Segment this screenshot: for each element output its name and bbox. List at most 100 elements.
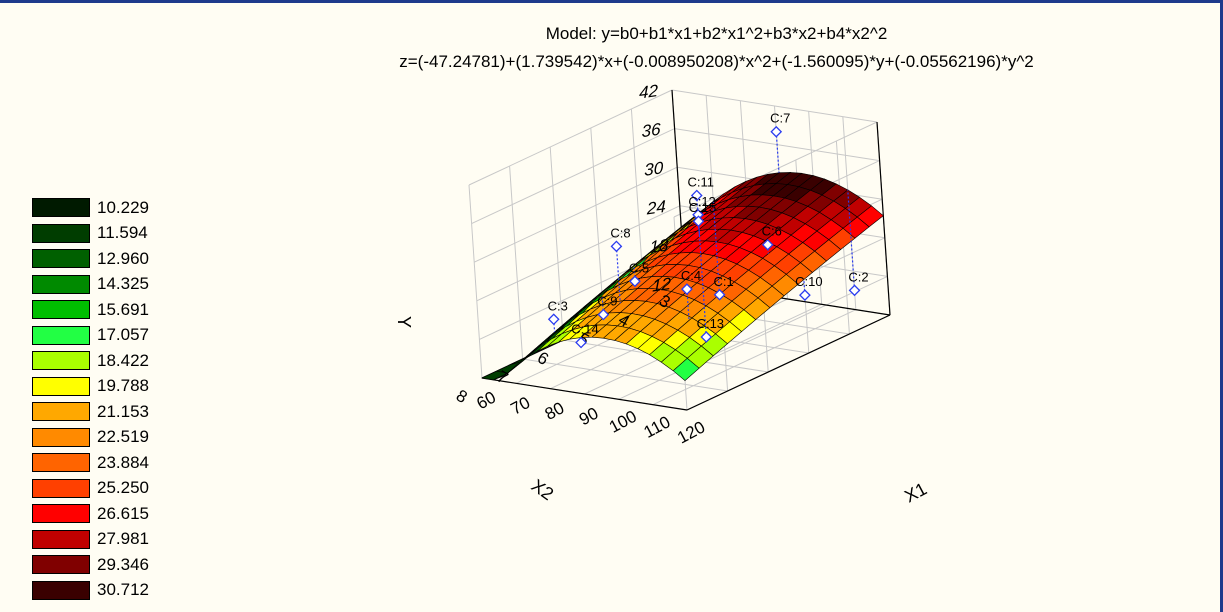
left-wall-gridline bbox=[468, 89, 673, 186]
left-wall-gridline bbox=[476, 205, 681, 302]
legend-label: 26.615 bbox=[97, 503, 149, 523]
legend-label: 19.788 bbox=[97, 376, 149, 396]
point-marker bbox=[690, 189, 703, 202]
legend-swatch bbox=[32, 249, 90, 269]
legend-item: 15.691 bbox=[32, 297, 149, 323]
point-marker bbox=[799, 289, 811, 301]
point-marker bbox=[681, 283, 693, 296]
legend-swatch bbox=[32, 402, 90, 422]
legend-swatch bbox=[32, 453, 90, 473]
x-tick-label: 120 bbox=[674, 417, 708, 447]
point-label: C:9 bbox=[597, 294, 617, 309]
residual-line bbox=[698, 236, 707, 338]
box-edge bbox=[876, 121, 891, 316]
point-label: C:13 bbox=[697, 316, 724, 331]
z-tick-label: 24 bbox=[646, 197, 666, 219]
residual-line bbox=[803, 279, 806, 296]
legend-swatch bbox=[32, 555, 90, 575]
legend-swatch bbox=[32, 223, 90, 243]
y-tick-label: 7 bbox=[493, 367, 511, 388]
legend-item: 25.250 bbox=[32, 476, 149, 502]
residual-line bbox=[697, 221, 701, 237]
chart-title: Model: y=b0+b1*x1+b2*x1^2+b3*x2+b4*x2^2 bbox=[545, 24, 888, 43]
point-marker bbox=[692, 208, 704, 221]
point-marker bbox=[761, 238, 774, 251]
legend-label: 25.250 bbox=[97, 478, 149, 498]
frame-top-border bbox=[0, 0, 1223, 3]
z-tick-label: 36 bbox=[642, 120, 661, 142]
point-label: C:4 bbox=[681, 268, 701, 283]
legend-label: 11.594 bbox=[97, 223, 148, 243]
left-wall-gridline bbox=[473, 166, 678, 263]
legend-label: 15.691 bbox=[97, 299, 149, 319]
point-label: C:14 bbox=[571, 322, 598, 337]
legend-item: 27.981 bbox=[32, 527, 149, 553]
point-marker bbox=[713, 288, 726, 301]
legend-swatch bbox=[32, 427, 90, 447]
legend-swatch bbox=[32, 198, 90, 218]
floor-gridline bbox=[652, 309, 857, 406]
residual-line bbox=[712, 201, 721, 295]
observed-points: C:1 C:2C:3C:4C:5C:6C:7C:8C:9C:10C:11C:12C… bbox=[547, 111, 869, 349]
point-marker bbox=[629, 275, 641, 288]
point-label: C:10 bbox=[795, 274, 822, 289]
legend-label: 17.057 bbox=[97, 325, 149, 345]
legend-swatch bbox=[32, 478, 90, 498]
legend-label: 18.422 bbox=[97, 350, 149, 370]
x-tick-label: 110 bbox=[641, 412, 674, 442]
point-marker bbox=[597, 308, 610, 321]
point-label: C:7 bbox=[770, 111, 790, 126]
point-label: C:8 bbox=[610, 225, 630, 240]
point-label: C:5 bbox=[629, 260, 649, 275]
z-axis-title: Y bbox=[394, 316, 414, 328]
y-tick-label: 8 bbox=[453, 386, 471, 407]
legend-item: 22.519 bbox=[32, 425, 149, 451]
side-wall-gridline bbox=[673, 121, 878, 218]
box-edge bbox=[686, 314, 891, 411]
point-marker bbox=[848, 284, 861, 297]
x-tick-label: 60 bbox=[473, 388, 499, 414]
legend-label: 27.981 bbox=[97, 529, 149, 549]
legend-label: 12.960 bbox=[97, 248, 149, 268]
frame-right-border bbox=[1220, 0, 1223, 612]
legend-item: 14.325 bbox=[32, 272, 149, 298]
legend-swatch bbox=[32, 504, 90, 524]
legend-label: 22.519 bbox=[97, 427, 149, 447]
legend-label: 30.712 bbox=[97, 580, 149, 600]
legend-label: 23.884 bbox=[97, 452, 149, 472]
x-tick-label: 90 bbox=[576, 404, 602, 430]
legend-swatch bbox=[32, 580, 90, 600]
x-tick-label: 80 bbox=[542, 398, 568, 424]
point-marker bbox=[770, 125, 783, 138]
legend-item: 18.422 bbox=[32, 348, 149, 374]
legend-item: 12.960 bbox=[32, 246, 149, 272]
legend-swatch bbox=[32, 351, 90, 371]
legend-swatch bbox=[32, 325, 90, 345]
legend-item: 23.884 bbox=[32, 450, 149, 476]
z-tick-label: 30 bbox=[644, 158, 663, 180]
left-wall-gridline bbox=[471, 128, 675, 225]
point-marker bbox=[547, 313, 560, 326]
legend-item: 21.153 bbox=[32, 399, 149, 425]
floor-gridline bbox=[522, 358, 728, 392]
legend-label: 10.229 bbox=[97, 197, 149, 217]
left-wall-gridline bbox=[590, 127, 605, 322]
point-label: C:12 bbox=[688, 194, 715, 209]
floor-gridline bbox=[618, 303, 822, 400]
x-axis-line bbox=[481, 377, 688, 411]
legend-swatch bbox=[32, 274, 90, 294]
legend-swatch bbox=[32, 376, 90, 396]
legend-item: 29.346 bbox=[32, 552, 149, 578]
residual-line bbox=[615, 246, 621, 304]
residual-line bbox=[633, 265, 636, 282]
surface-cell bbox=[480, 370, 509, 381]
legend-item: 11.594 bbox=[32, 221, 149, 247]
legend-item: 10.229 bbox=[32, 195, 149, 221]
legend-label: 14.325 bbox=[97, 274, 149, 294]
z-tick-label: 42 bbox=[639, 81, 658, 103]
x-tick-label: 100 bbox=[606, 407, 640, 437]
z-tick-label: 18 bbox=[649, 235, 668, 257]
surface-mesh bbox=[480, 172, 884, 381]
point-label: C:6 bbox=[762, 224, 782, 239]
